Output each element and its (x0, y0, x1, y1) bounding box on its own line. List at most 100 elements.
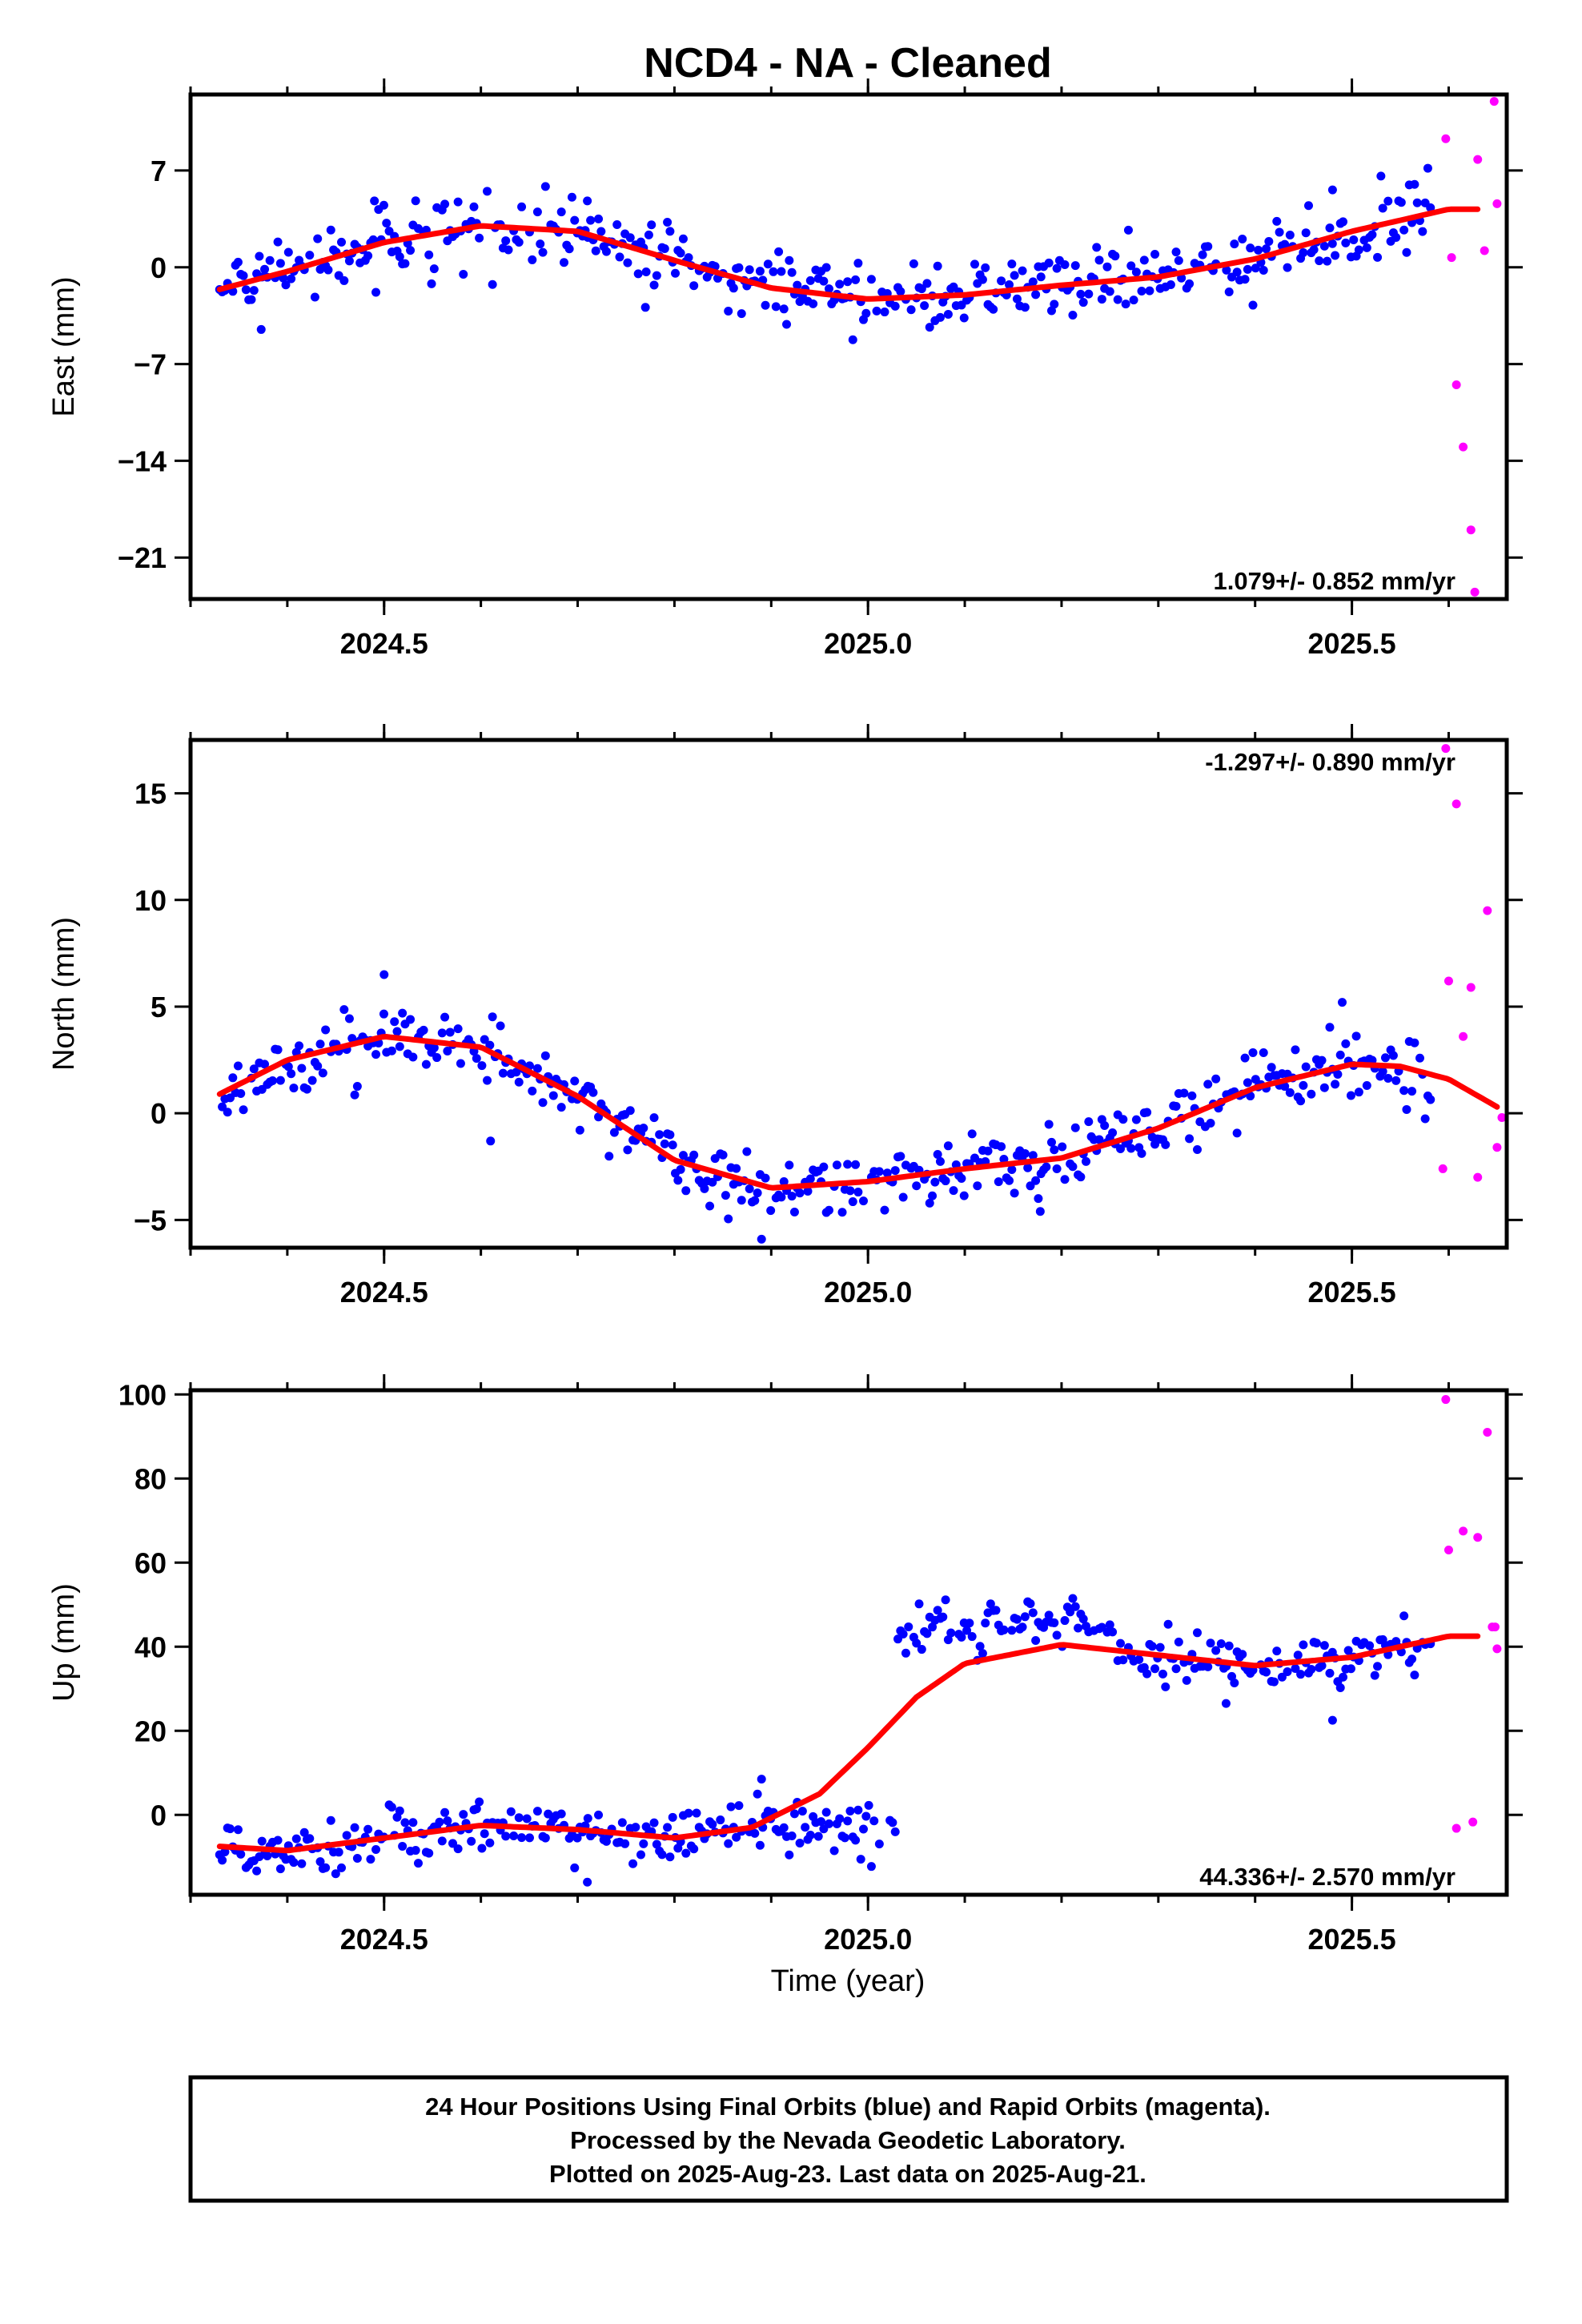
final-orbit-point (917, 284, 926, 294)
final-orbit-point (978, 275, 987, 284)
x-tick-label: 2025.5 (1308, 1923, 1396, 1956)
final-orbit-point (1327, 1715, 1337, 1725)
final-orbit-point (1118, 1655, 1128, 1665)
y-axis-label: Up (mm) (47, 1583, 81, 1702)
final-orbit-point (1259, 1047, 1268, 1057)
final-orbit-point (1035, 1207, 1045, 1216)
final-orbit-point (1150, 1664, 1160, 1674)
final-orbit-point (1351, 1031, 1361, 1041)
final-orbit-point (437, 1836, 447, 1846)
y-tick-label: 7 (151, 155, 167, 187)
final-orbit-point (1299, 247, 1308, 257)
final-orbit-point (1331, 1080, 1340, 1089)
final-orbit-point (795, 1188, 805, 1198)
final-orbit-point (785, 1160, 794, 1170)
rapid-orbit-point (1492, 1644, 1502, 1654)
final-orbit-point (363, 251, 373, 260)
final-orbit-point (1410, 1671, 1419, 1680)
rapid-orbit-point (1452, 1823, 1461, 1833)
final-orbit-point (1317, 1661, 1327, 1671)
final-orbit-point (1285, 230, 1295, 239)
final-orbit-point (1050, 300, 1059, 309)
final-orbit-point (1203, 242, 1213, 251)
final-orbit-point (1262, 1667, 1271, 1677)
final-orbit-point (1142, 1669, 1152, 1679)
final-orbit-point (1299, 1640, 1308, 1650)
final-orbit-point (1005, 1176, 1014, 1185)
final-orbit-point (1341, 238, 1351, 247)
final-orbit-point (805, 1174, 815, 1184)
final-orbit-point (496, 1021, 505, 1031)
final-orbit-point (750, 1828, 760, 1838)
y-tick-label: 0 (151, 1799, 167, 1831)
final-orbit-point (625, 233, 635, 243)
final-orbit-point (689, 1844, 699, 1854)
final-orbit-point (540, 1051, 550, 1060)
final-orbit-point (1192, 1628, 1202, 1638)
final-orbit-point (1354, 245, 1363, 255)
final-orbit-point (835, 279, 845, 289)
final-orbit-point (1346, 1664, 1355, 1674)
y-tick-label: 5 (151, 991, 167, 1023)
y-axis-label: North (mm) (47, 917, 81, 1071)
final-orbit-point (943, 1635, 953, 1645)
final-orbit-point (475, 1797, 484, 1807)
final-orbit-point (959, 1191, 969, 1200)
final-orbit-point (901, 1648, 910, 1658)
final-orbit-point (344, 256, 354, 266)
final-orbit-point (1309, 245, 1319, 255)
final-orbit-point (305, 1834, 315, 1844)
final-orbit-point (1116, 1638, 1126, 1648)
final-orbit-point (570, 215, 580, 225)
final-orbit-point (1285, 1088, 1295, 1097)
final-orbit-point (1365, 1641, 1375, 1651)
final-orbit-point (999, 1625, 1009, 1634)
final-orbit-point (1137, 287, 1146, 296)
final-orbit-point (689, 281, 699, 291)
final-orbit-point (387, 1803, 396, 1812)
final-orbit-point (1044, 258, 1054, 267)
velocity-annotation: 44.336+/- 2.570 mm/yr (1199, 1863, 1456, 1891)
final-orbit-point (1084, 1117, 1094, 1127)
final-orbit-point (864, 1800, 873, 1810)
final-orbit-point (821, 263, 831, 272)
final-orbit-point (459, 270, 468, 279)
final-orbit-point (321, 1863, 331, 1872)
final-orbit-point (1108, 1627, 1118, 1637)
final-orbit-point (1373, 1662, 1383, 1671)
final-orbit-point (866, 275, 876, 284)
final-orbit-point (440, 199, 450, 209)
final-orbit-point (856, 1855, 865, 1864)
final-orbit-point (591, 246, 600, 255)
rapid-orbit-point (1466, 525, 1476, 535)
final-orbit-point (1423, 163, 1432, 173)
final-orbit-point (1349, 235, 1359, 244)
rapid-orbit-point (1492, 199, 1502, 208)
final-orbit-point (483, 1076, 492, 1085)
y-tick-label: 10 (135, 884, 167, 917)
final-orbit-point (1139, 255, 1149, 265)
final-orbit-point (957, 1632, 966, 1642)
final-orbit-point (737, 1196, 746, 1205)
final-orbit-point (601, 247, 611, 256)
final-orbit-point (540, 1833, 550, 1843)
rapid-orbit-point (1480, 246, 1489, 255)
plot-area (215, 1594, 1481, 1887)
final-orbit-point (350, 1823, 359, 1832)
final-orbit-point (928, 1622, 938, 1632)
final-orbit-point (665, 1852, 675, 1862)
final-orbit-point (390, 1017, 400, 1027)
final-orbit-point (323, 265, 333, 275)
final-orbit-point (933, 261, 942, 271)
final-orbit-point (1311, 1638, 1321, 1648)
final-orbit-point (1131, 1115, 1141, 1124)
final-orbit-point (583, 1814, 592, 1823)
footer-line-3: Plotted on 2025-Aug-23. Last data on 202… (549, 2160, 1146, 2188)
final-orbit-point (1058, 1142, 1067, 1152)
final-orbit-point (946, 1628, 956, 1638)
final-orbit-point (1036, 272, 1046, 282)
final-orbit-point (848, 1197, 857, 1207)
final-orbit-point (805, 275, 815, 285)
final-orbit-point (1346, 1091, 1355, 1100)
final-orbit-point (498, 1068, 508, 1078)
